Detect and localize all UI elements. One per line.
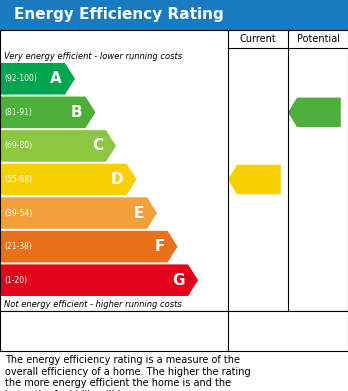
Text: (21-38): (21-38)	[4, 242, 32, 251]
Polygon shape	[0, 231, 177, 262]
Text: (81-91): (81-91)	[4, 108, 32, 117]
Text: (39-54): (39-54)	[4, 208, 32, 217]
Text: Not energy efficient - higher running costs: Not energy efficient - higher running co…	[4, 300, 182, 309]
Polygon shape	[0, 164, 136, 195]
Bar	[0, 0, 348, 30]
Text: F: F	[154, 239, 165, 254]
Text: (92-100): (92-100)	[4, 74, 37, 83]
Bar	[292, 315, 344, 347]
Polygon shape	[0, 130, 116, 162]
Bar	[0, 311, 348, 351]
Text: England & Wales: England & Wales	[6, 322, 176, 340]
Bar	[0, 30, 348, 311]
Text: (55-68): (55-68)	[4, 175, 32, 184]
Polygon shape	[0, 63, 75, 95]
Text: A: A	[50, 71, 62, 86]
Text: Potential: Potential	[296, 34, 340, 44]
Text: Current: Current	[240, 34, 276, 44]
Polygon shape	[0, 197, 157, 229]
Polygon shape	[0, 264, 198, 296]
Text: Energy Efficiency Rating: Energy Efficiency Rating	[14, 7, 224, 23]
Text: C: C	[92, 138, 103, 153]
Polygon shape	[0, 97, 95, 128]
Text: E: E	[134, 206, 144, 221]
Text: EU Directive
2002/91/EC: EU Directive 2002/91/EC	[233, 319, 293, 343]
Text: (1-20): (1-20)	[4, 276, 27, 285]
Polygon shape	[288, 98, 341, 127]
Text: The energy efficiency rating is a measure of the
overall efficiency of a home. T: The energy efficiency rating is a measur…	[5, 355, 251, 391]
Text: Very energy efficient - lower running costs: Very energy efficient - lower running co…	[4, 52, 182, 61]
Text: 87: 87	[310, 105, 331, 120]
Text: G: G	[173, 273, 185, 288]
Text: 65: 65	[250, 172, 271, 187]
Text: (69-80): (69-80)	[4, 142, 32, 151]
Text: B: B	[71, 105, 82, 120]
Polygon shape	[228, 165, 281, 194]
Text: D: D	[111, 172, 124, 187]
